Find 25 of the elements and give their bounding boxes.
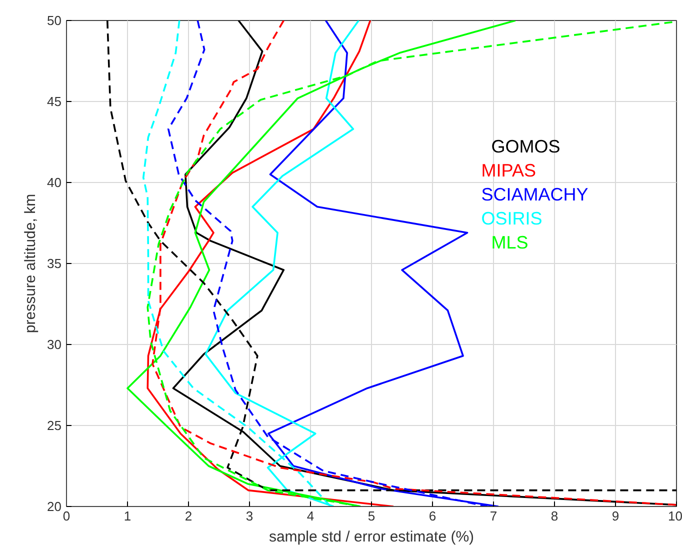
y-tick-label: 25 [47, 418, 62, 433]
y-tick-label: 40 [47, 175, 62, 190]
x-tick-label: 5 [368, 508, 376, 524]
text: MLS [491, 232, 528, 253]
x-tick-label: 0 [62, 508, 70, 524]
y-tick-label: 20 [47, 499, 62, 514]
x-tick-label: 6 [428, 508, 436, 524]
x-tick-label: 3 [246, 508, 254, 524]
x-tick-label: 10 [668, 508, 682, 524]
text: OSIRIS [481, 208, 542, 229]
y-tick-label: 35 [47, 256, 62, 271]
series-label: SCIAMACHY [481, 184, 588, 205]
x-tick-label: 2 [184, 508, 192, 524]
x-tick-label: 1 [124, 508, 132, 524]
text: MIPAS [481, 160, 536, 181]
y-tick-label: 45 [47, 94, 62, 109]
y-tick-label: 30 [47, 337, 62, 352]
x-axis-title: sample std / error estimate (%) [268, 528, 474, 546]
text: GOMOS [491, 136, 560, 157]
y-tick-label: 50 [47, 13, 62, 28]
y-axis-title: pressure altitude, km [22, 194, 40, 334]
x-tick-label: 4 [306, 508, 314, 524]
x-tick-label: 8 [550, 508, 558, 524]
x-tick-label: 9 [612, 508, 620, 524]
x-tick-label: 7 [490, 508, 498, 524]
